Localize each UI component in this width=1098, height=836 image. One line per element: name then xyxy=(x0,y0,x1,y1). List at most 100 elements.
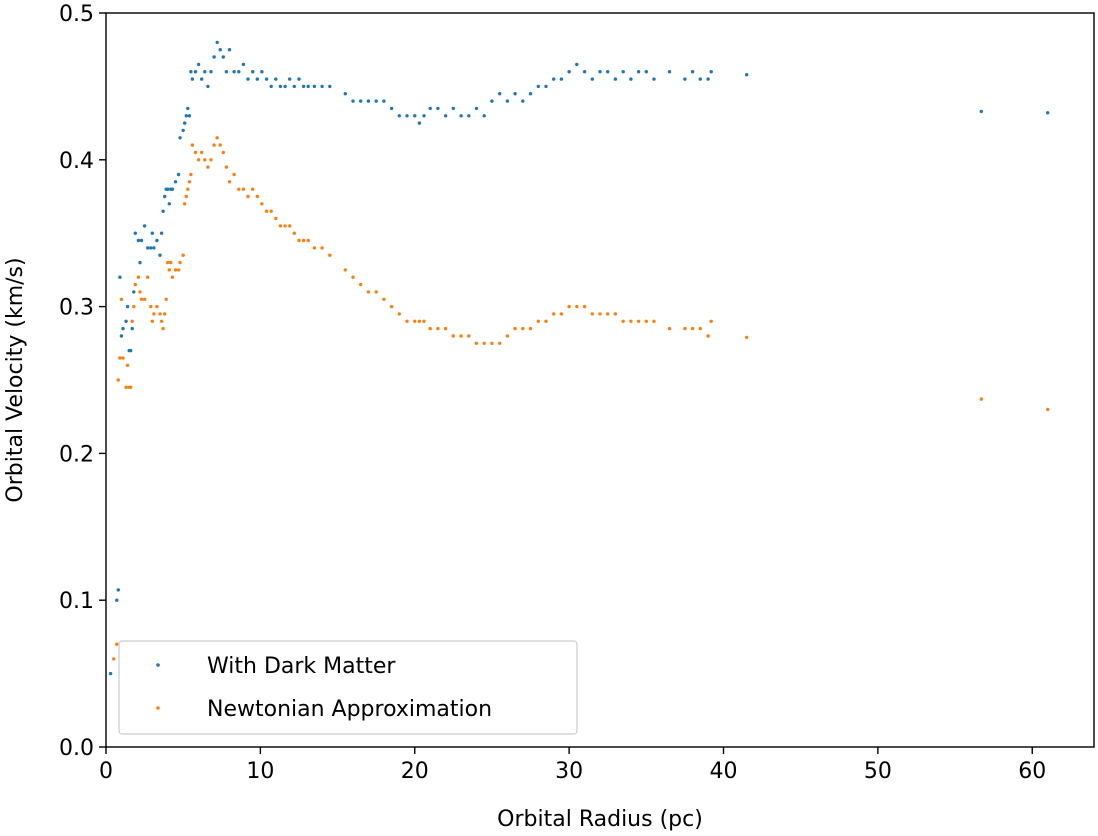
data-point xyxy=(115,642,119,646)
data-point xyxy=(459,334,463,338)
data-point xyxy=(498,341,502,345)
data-point xyxy=(521,326,525,331)
data-point xyxy=(136,275,141,279)
data-point xyxy=(212,143,216,147)
data-point xyxy=(119,334,124,338)
data-point xyxy=(186,106,190,111)
data-point xyxy=(241,187,246,191)
data-point xyxy=(621,70,625,74)
data-point xyxy=(237,70,241,74)
data-point xyxy=(498,92,502,96)
data-point xyxy=(196,62,201,67)
data-point xyxy=(428,326,432,331)
data-point xyxy=(227,180,232,184)
data-point xyxy=(132,290,136,294)
data-point xyxy=(227,48,232,52)
data-point xyxy=(186,187,190,191)
data-point xyxy=(146,275,150,279)
data-point xyxy=(158,253,162,257)
data-point xyxy=(366,290,371,294)
data-point xyxy=(163,194,167,199)
data-point xyxy=(698,77,702,81)
data-point xyxy=(582,304,587,309)
x-tick-label: 0 xyxy=(99,759,113,784)
data-point xyxy=(138,290,142,294)
series-layer xyxy=(108,40,1050,676)
data-point xyxy=(187,180,192,184)
data-point xyxy=(218,143,222,147)
data-point xyxy=(155,304,159,309)
data-point xyxy=(125,304,130,309)
y-tick-label: 0.2 xyxy=(59,442,94,467)
data-point xyxy=(667,326,672,331)
x-axis-ticks: 0 10 20 30 40 50 60 xyxy=(99,747,1046,784)
data-point xyxy=(451,334,455,338)
x-tick-label: 40 xyxy=(710,759,738,784)
data-point xyxy=(474,341,479,345)
data-point xyxy=(590,77,594,81)
data-point xyxy=(629,319,633,323)
data-point xyxy=(193,70,198,74)
data-point xyxy=(169,260,173,265)
data-point xyxy=(359,99,363,103)
data-point xyxy=(644,70,648,74)
x-tick-label: 50 xyxy=(864,759,892,784)
x-tick-label: 20 xyxy=(401,759,429,784)
data-point xyxy=(166,187,170,191)
data-point xyxy=(246,77,250,81)
data-point xyxy=(255,77,259,81)
data-point xyxy=(288,77,292,81)
data-point xyxy=(167,202,171,206)
data-point xyxy=(283,84,287,89)
data-point xyxy=(528,92,533,96)
data-point xyxy=(264,209,269,213)
data-point xyxy=(467,334,471,338)
data-point xyxy=(108,671,113,676)
data-point xyxy=(206,84,210,89)
data-point xyxy=(320,84,324,89)
data-point xyxy=(417,121,422,125)
y-axis-label: Orbital Velocity (km/s) xyxy=(3,257,28,502)
data-point xyxy=(274,216,278,221)
data-point xyxy=(979,397,983,401)
data-point xyxy=(139,238,144,243)
data-point xyxy=(203,158,207,162)
data-point xyxy=(138,260,142,265)
data-point xyxy=(196,158,201,162)
data-point xyxy=(183,202,187,206)
data-point xyxy=(297,238,301,243)
data-point xyxy=(706,77,710,81)
data-point xyxy=(667,70,672,74)
data-point xyxy=(124,319,128,323)
data-point xyxy=(146,246,150,250)
y-tick-label: 0.0 xyxy=(59,736,94,761)
data-point xyxy=(251,187,255,191)
data-point xyxy=(513,326,517,331)
data-point xyxy=(200,150,204,155)
data-point xyxy=(559,77,564,81)
data-point xyxy=(130,326,134,331)
data-point xyxy=(184,194,188,199)
data-point xyxy=(451,106,455,111)
data-point xyxy=(167,268,171,272)
data-point xyxy=(292,231,296,235)
data-point xyxy=(513,92,517,96)
data-point xyxy=(443,326,448,331)
data-point xyxy=(152,246,156,250)
data-point xyxy=(636,70,641,74)
data-point xyxy=(129,385,133,389)
data-point xyxy=(212,55,216,59)
data-point xyxy=(328,253,332,257)
data-point xyxy=(312,84,317,89)
data-point xyxy=(283,224,287,228)
data-point xyxy=(297,77,301,81)
data-point xyxy=(567,70,571,74)
y-tick-label: 0.5 xyxy=(59,2,94,27)
data-point xyxy=(278,84,283,89)
data-point xyxy=(288,224,292,228)
data-point xyxy=(745,73,749,77)
data-point xyxy=(161,326,165,331)
data-point xyxy=(552,77,556,81)
data-point xyxy=(155,238,159,243)
data-point xyxy=(417,319,422,323)
